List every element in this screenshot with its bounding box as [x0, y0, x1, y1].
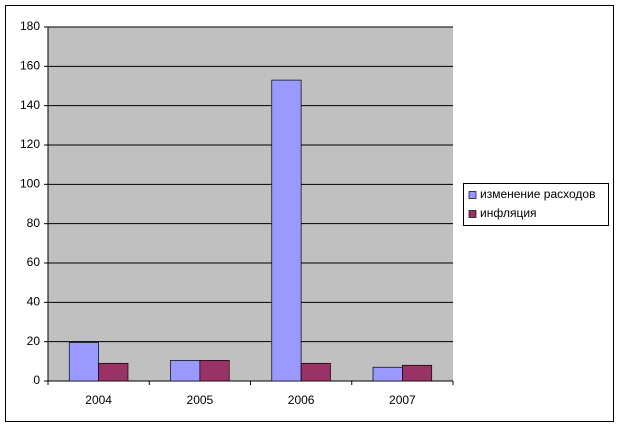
y-tick-label: 120	[20, 137, 40, 151]
bar	[271, 79, 302, 382]
legend-box	[463, 183, 609, 226]
y-tick-label: 80	[27, 216, 41, 230]
y-tick-label: 60	[27, 255, 41, 269]
bar	[300, 362, 331, 382]
legend-swatch	[468, 210, 477, 218]
x-tick-label: 2005	[187, 393, 214, 407]
x-tick-label: 2007	[389, 393, 416, 407]
y-tick-label: 140	[20, 98, 40, 112]
y-tick-label: 20	[27, 334, 41, 348]
bar	[199, 360, 230, 382]
legend-label: инфляция	[480, 206, 537, 220]
legend-swatch	[468, 191, 477, 199]
legend-label: изменение расходов	[480, 187, 595, 201]
y-tick-label: 0	[33, 373, 40, 387]
bar	[402, 364, 433, 382]
x-tick-label: 2006	[288, 393, 315, 407]
y-tick-label: 40	[27, 295, 41, 309]
plot-area	[48, 27, 453, 381]
y-tick-label: 160	[20, 59, 40, 73]
y-tick-label: 100	[20, 177, 40, 191]
bar	[372, 366, 403, 382]
bar	[170, 360, 201, 382]
bar	[98, 362, 129, 382]
y-tick-label: 180	[20, 19, 40, 33]
bar	[68, 342, 99, 382]
x-tick-label: 2004	[85, 393, 112, 407]
